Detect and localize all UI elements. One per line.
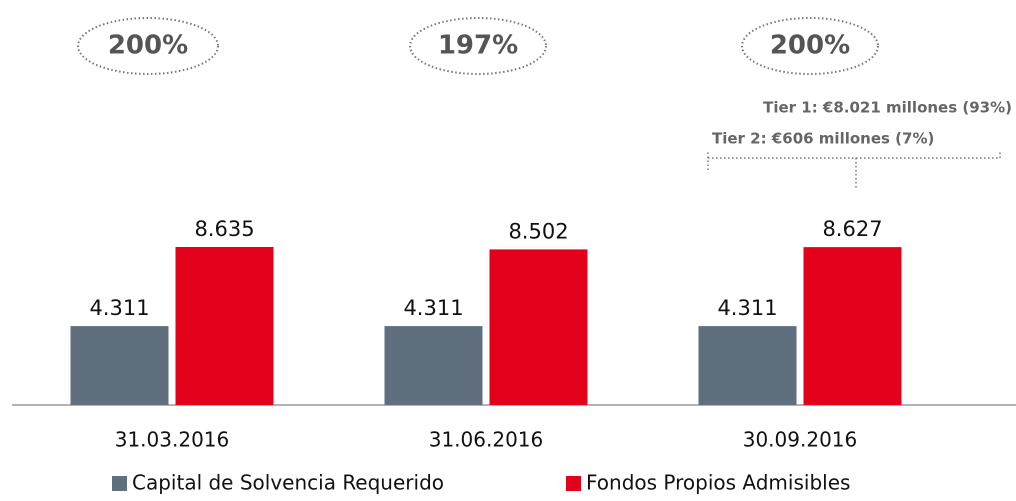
value-label: 8.627 bbox=[822, 217, 882, 241]
tier-note: Tier 2: €606 millones (7%) bbox=[712, 130, 934, 148]
legend-label: Capital de Solvencia Requerido bbox=[132, 471, 444, 495]
x-tick-label: 31.06.2016 bbox=[429, 428, 544, 452]
ratio-label: 200% bbox=[770, 31, 850, 61]
bar bbox=[175, 246, 274, 405]
tier-bracket bbox=[707, 150, 1001, 188]
bar bbox=[803, 247, 902, 405]
bar bbox=[70, 326, 169, 405]
bar bbox=[384, 326, 483, 405]
bar bbox=[489, 249, 588, 405]
value-label: 8.635 bbox=[194, 217, 254, 241]
ratio-label: 200% bbox=[108, 31, 188, 61]
legend-label: Fondos Propios Admisibles bbox=[586, 471, 850, 495]
tier-note: Tier 1: €8.021 millones (93%) bbox=[763, 99, 1012, 117]
x-tick-label: 30.09.2016 bbox=[743, 428, 858, 452]
x-tick-label: 31.03.2016 bbox=[115, 428, 230, 452]
value-label: 4.311 bbox=[403, 296, 463, 320]
value-label: 4.311 bbox=[89, 296, 149, 320]
legend-swatch bbox=[112, 476, 127, 491]
value-label: 8.502 bbox=[508, 219, 568, 243]
bar bbox=[698, 326, 797, 405]
value-label: 4.311 bbox=[717, 296, 777, 320]
ratio-label: 197% bbox=[438, 31, 518, 61]
legend-swatch bbox=[566, 476, 581, 491]
ratio-ellipses bbox=[77, 17, 879, 75]
